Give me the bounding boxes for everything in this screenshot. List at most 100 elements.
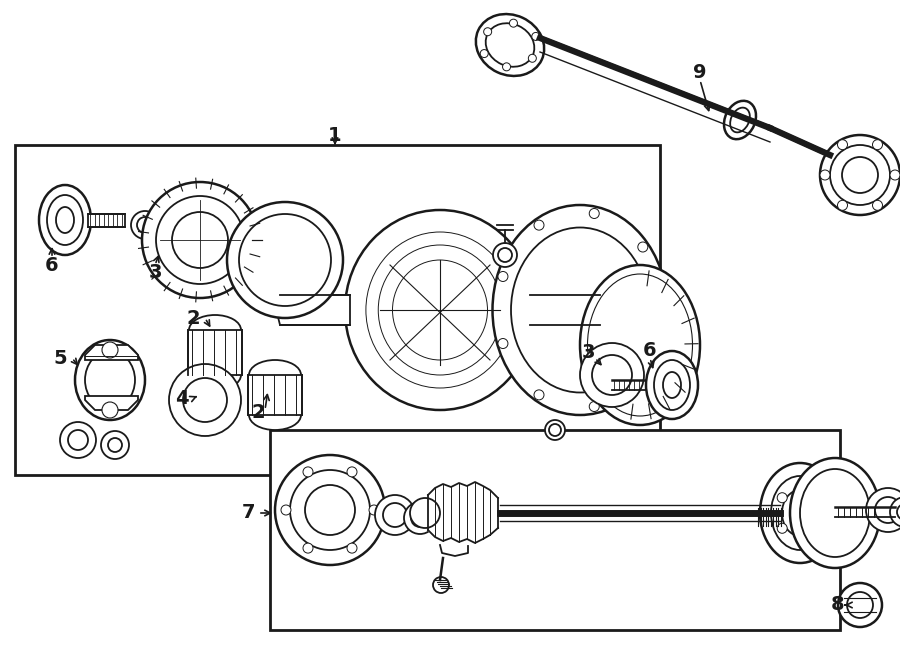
Text: 3: 3 — [581, 342, 595, 361]
Ellipse shape — [39, 185, 91, 255]
Circle shape — [375, 495, 415, 535]
Circle shape — [347, 543, 357, 553]
Circle shape — [383, 503, 407, 527]
Ellipse shape — [75, 340, 145, 420]
Circle shape — [638, 242, 648, 252]
Ellipse shape — [189, 315, 241, 345]
Circle shape — [802, 483, 812, 493]
Ellipse shape — [820, 135, 900, 215]
Text: 7: 7 — [241, 504, 255, 522]
Polygon shape — [530, 295, 605, 325]
Circle shape — [303, 467, 313, 477]
Circle shape — [102, 342, 118, 358]
Circle shape — [875, 497, 900, 523]
Circle shape — [275, 455, 385, 565]
Ellipse shape — [580, 265, 700, 425]
Circle shape — [778, 523, 788, 534]
Ellipse shape — [486, 23, 535, 67]
Circle shape — [534, 220, 544, 230]
Circle shape — [872, 140, 883, 150]
Circle shape — [817, 508, 827, 518]
Circle shape — [590, 402, 599, 412]
Polygon shape — [188, 330, 242, 375]
Circle shape — [483, 28, 491, 36]
Ellipse shape — [730, 108, 750, 132]
Ellipse shape — [476, 14, 544, 76]
Circle shape — [838, 201, 848, 211]
Circle shape — [890, 497, 900, 527]
Circle shape — [817, 508, 827, 518]
Circle shape — [847, 592, 873, 618]
Ellipse shape — [724, 101, 756, 139]
Circle shape — [502, 63, 510, 71]
Polygon shape — [275, 295, 350, 325]
Circle shape — [404, 502, 436, 534]
Ellipse shape — [345, 210, 535, 410]
Circle shape — [433, 577, 449, 593]
Ellipse shape — [249, 360, 301, 390]
Circle shape — [534, 390, 544, 400]
Circle shape — [592, 355, 632, 395]
Ellipse shape — [790, 458, 880, 568]
Circle shape — [281, 505, 291, 515]
Circle shape — [303, 543, 313, 553]
Circle shape — [411, 509, 429, 527]
Text: 2: 2 — [251, 402, 265, 422]
Text: 9: 9 — [693, 62, 706, 81]
Circle shape — [347, 467, 357, 477]
Circle shape — [183, 378, 227, 422]
Circle shape — [410, 498, 440, 528]
Circle shape — [493, 243, 517, 267]
Ellipse shape — [189, 360, 241, 390]
Text: 5: 5 — [53, 348, 67, 367]
Text: 2: 2 — [186, 308, 200, 328]
Ellipse shape — [492, 205, 668, 415]
Circle shape — [657, 305, 667, 315]
Circle shape — [239, 214, 331, 306]
Circle shape — [897, 504, 900, 520]
Circle shape — [545, 420, 565, 440]
Circle shape — [101, 431, 129, 459]
Ellipse shape — [842, 157, 878, 193]
Circle shape — [172, 212, 228, 268]
Circle shape — [866, 488, 900, 532]
Circle shape — [60, 422, 96, 458]
Ellipse shape — [830, 145, 890, 205]
Polygon shape — [248, 375, 302, 415]
Circle shape — [872, 201, 883, 211]
Circle shape — [102, 402, 118, 418]
Circle shape — [169, 364, 241, 436]
Circle shape — [838, 583, 882, 627]
Text: 1: 1 — [328, 126, 342, 144]
Circle shape — [369, 505, 379, 515]
Circle shape — [549, 424, 561, 436]
Circle shape — [290, 470, 370, 550]
Circle shape — [509, 19, 518, 27]
Polygon shape — [85, 345, 138, 360]
Circle shape — [838, 140, 848, 150]
Circle shape — [137, 217, 153, 233]
Bar — [270, 430, 840, 630]
Circle shape — [142, 182, 258, 298]
Text: 6: 6 — [45, 256, 58, 275]
Circle shape — [481, 50, 488, 58]
Text: 4: 4 — [176, 389, 189, 408]
Circle shape — [227, 202, 343, 318]
Circle shape — [108, 438, 122, 452]
Circle shape — [68, 430, 88, 450]
Circle shape — [638, 368, 648, 378]
Circle shape — [890, 170, 900, 180]
Circle shape — [802, 533, 812, 543]
Circle shape — [498, 271, 508, 281]
Circle shape — [580, 343, 644, 407]
Circle shape — [778, 493, 788, 502]
Bar — [15, 145, 660, 475]
Polygon shape — [88, 214, 125, 227]
Circle shape — [532, 32, 540, 40]
Polygon shape — [85, 396, 138, 410]
Ellipse shape — [760, 463, 840, 563]
Circle shape — [498, 248, 512, 262]
Circle shape — [131, 211, 159, 239]
Circle shape — [498, 338, 508, 348]
Circle shape — [305, 485, 355, 535]
